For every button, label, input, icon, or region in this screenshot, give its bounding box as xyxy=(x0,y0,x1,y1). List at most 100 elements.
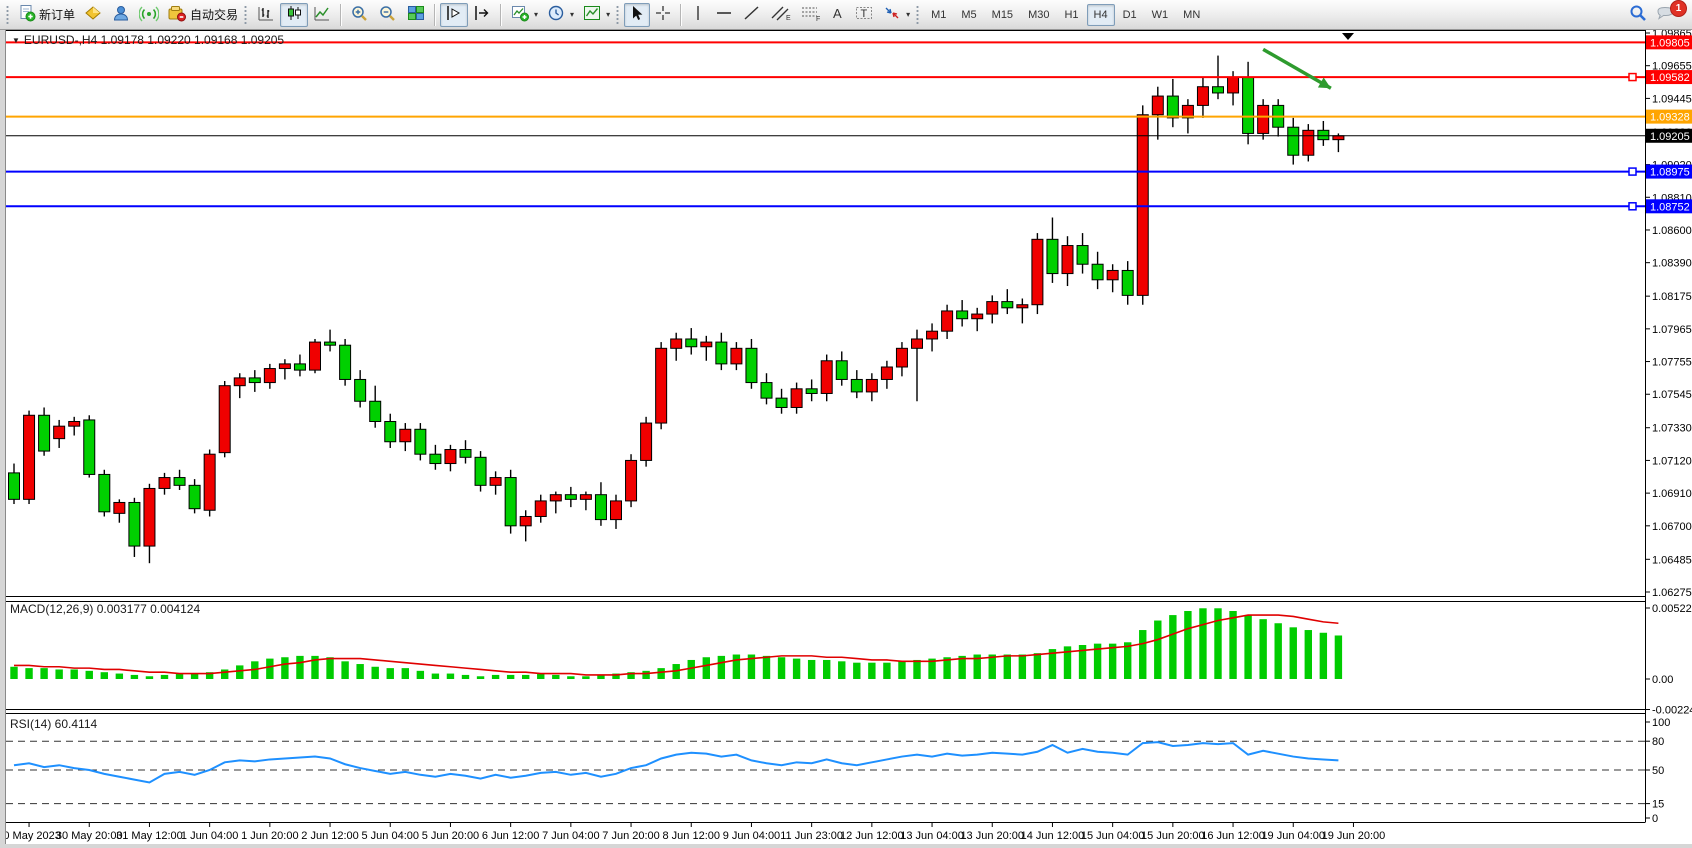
autotrade-button[interactable]: 自动交易 xyxy=(163,3,242,27)
svg-text:0.005221: 0.005221 xyxy=(1652,603,1692,615)
svg-text:1.09582: 1.09582 xyxy=(1650,72,1690,84)
chart-canvas[interactable]: 1.098651.096551.094451.092301.090201.088… xyxy=(0,30,1692,848)
line-chart-button[interactable] xyxy=(308,3,336,27)
timeframe-M15[interactable]: M15 xyxy=(991,8,1014,21)
macd-histogram-bar xyxy=(1319,632,1328,679)
svg-text:1.07545: 1.07545 xyxy=(1652,389,1692,401)
macd-histogram-bar xyxy=(205,672,214,679)
notifications-button[interactable]: 1 xyxy=(1652,0,1687,27)
timeframe-H4[interactable]: H4 xyxy=(1086,3,1115,26)
dock-chart-button[interactable] xyxy=(440,2,469,27)
toolbar-grip[interactable] xyxy=(616,4,620,25)
timeframe-M5[interactable]: M5 xyxy=(961,8,977,21)
trend-line-button[interactable] xyxy=(738,3,766,27)
zoom-in-button[interactable] xyxy=(346,3,374,27)
candle xyxy=(278,359,291,380)
macd-histogram-bar xyxy=(1259,619,1267,679)
candle xyxy=(594,482,607,526)
macd-histogram-bar xyxy=(40,668,48,679)
svg-text:19 Jun 04:00: 19 Jun 04:00 xyxy=(1261,830,1325,842)
candle xyxy=(760,373,773,405)
toolbar-grip[interactable] xyxy=(244,4,248,25)
timeframe-clock-button[interactable]: ▾ xyxy=(542,3,578,27)
candle xyxy=(248,370,261,392)
macd-histogram-bar xyxy=(506,674,515,679)
timeframe-MN[interactable]: MN xyxy=(1183,8,1201,21)
svg-text:12 Jun 12:00: 12 Jun 12:00 xyxy=(840,830,904,842)
candle xyxy=(53,419,66,448)
svg-text:2 Jun 12:00: 2 Jun 12:00 xyxy=(301,830,359,842)
line-handle[interactable] xyxy=(1628,72,1637,82)
timeframe-W1[interactable]: W1 xyxy=(1151,8,1169,21)
fibonacci-button[interactable]: F xyxy=(796,3,826,27)
svg-text:1.06275: 1.06275 xyxy=(1652,587,1692,599)
timeframe-H1[interactable]: H1 xyxy=(1064,8,1079,21)
timeframe-M30[interactable]: M30 xyxy=(1028,8,1050,21)
line-handle[interactable] xyxy=(1628,167,1637,176)
chart-template-button[interactable]: ▾ xyxy=(578,3,614,27)
crosshair-icon xyxy=(654,4,672,25)
gold-button[interactable] xyxy=(79,3,107,27)
text-button[interactable]: A xyxy=(826,3,850,27)
macd-histogram-bar xyxy=(687,659,695,679)
candle xyxy=(1061,236,1074,287)
annotation-arrow[interactable] xyxy=(1262,47,1332,90)
macd-histogram-bar xyxy=(1169,615,1177,679)
timeframe-D1[interactable]: D1 xyxy=(1122,8,1137,21)
toolbar-grip[interactable] xyxy=(916,4,920,25)
candle xyxy=(83,415,96,478)
candlestick-chart-button[interactable] xyxy=(280,2,309,27)
price-badge xyxy=(1646,70,1692,85)
add-indicator-button[interactable]: ▾ xyxy=(506,3,542,27)
candle xyxy=(459,440,472,464)
zoom-out-button[interactable] xyxy=(374,3,402,27)
macd-histogram-bar xyxy=(1033,653,1042,679)
search-button[interactable] xyxy=(1624,3,1652,27)
candle xyxy=(143,483,156,564)
crosshair-button[interactable] xyxy=(650,3,676,27)
vertical-line-button[interactable] xyxy=(686,3,710,27)
dock-chart-shift-button[interactable] xyxy=(468,3,496,27)
svg-text:1.06485: 1.06485 xyxy=(1652,554,1692,566)
candle xyxy=(414,423,427,461)
candle xyxy=(610,494,622,529)
macd-histogram-bar xyxy=(627,672,635,679)
new-order-button[interactable]: 新订单 xyxy=(14,3,79,27)
cursor-button[interactable] xyxy=(624,2,651,27)
macd-signal-line xyxy=(14,614,1339,676)
ohlc-bars-button[interactable] xyxy=(252,3,280,27)
candle xyxy=(474,451,487,492)
candle xyxy=(369,385,382,428)
new-order-label: 新订单 xyxy=(39,8,76,22)
candle xyxy=(128,497,141,557)
candle xyxy=(579,491,592,511)
svg-text:13 Jun 04:00: 13 Jun 04:00 xyxy=(900,830,964,842)
candle xyxy=(685,328,698,355)
candle xyxy=(1016,298,1029,324)
chart-shift-marker[interactable] xyxy=(1342,33,1354,40)
timeframe-M1[interactable]: M1 xyxy=(931,8,947,21)
macd-histogram-bar xyxy=(1108,643,1117,679)
equidistant-channel-button[interactable]: E xyxy=(766,3,796,27)
candle xyxy=(384,413,397,448)
macd-histogram-bar xyxy=(807,659,816,679)
signal-button[interactable] xyxy=(135,3,163,27)
horizontal-line-button[interactable] xyxy=(710,3,738,27)
text-label-button[interactable]: T xyxy=(850,3,878,27)
macd-histogram-bar xyxy=(1154,620,1162,679)
toolbar-separator xyxy=(340,3,343,26)
macd-histogram-bar xyxy=(898,661,906,679)
svg-text:1.09805: 1.09805 xyxy=(1650,37,1690,49)
community-button[interactable] xyxy=(107,3,135,27)
tile-windows-button[interactable] xyxy=(402,3,430,27)
macd-histogram-bar xyxy=(296,655,304,679)
price-badge xyxy=(1646,128,1692,143)
vertical-line-icon xyxy=(691,4,705,25)
candle xyxy=(625,454,638,508)
macd-histogram-bar xyxy=(130,674,139,679)
macd-histogram-bar xyxy=(100,672,108,679)
line-handle[interactable] xyxy=(1628,202,1637,211)
arrow-objects-button[interactable]: ▾ xyxy=(878,3,914,27)
toolbar-grip[interactable] xyxy=(6,4,9,25)
